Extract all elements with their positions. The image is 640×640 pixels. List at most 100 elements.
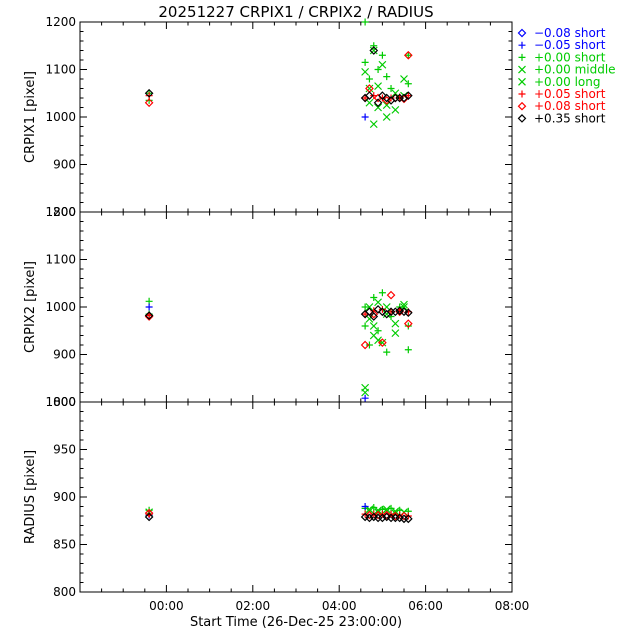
- data-point: [374, 66, 382, 73]
- y-tick-label: 900: [53, 348, 76, 362]
- data-point: [365, 98, 374, 107]
- data-point: [374, 103, 383, 112]
- series--0-00-middle: [361, 298, 408, 397]
- data-point: [374, 327, 382, 335]
- data-point: [378, 513, 387, 523]
- y-tick-label: 800: [53, 585, 76, 599]
- data-point: [144, 508, 154, 518]
- data-point: [404, 346, 412, 354]
- data-point: [361, 67, 370, 76]
- panel-3: 800 850 900 950 1000 RADIUS [pixel]: [23, 395, 513, 599]
- legend-symbol: [518, 77, 526, 86]
- legend-label: −0.08 short: [534, 26, 606, 40]
- data-point: [370, 294, 378, 301]
- data-point: [144, 88, 154, 98]
- y-tick-label: 1100: [45, 253, 76, 267]
- data-point: [373, 305, 383, 314]
- legend-symbol: [518, 53, 526, 61]
- data-point: [374, 506, 383, 515]
- legend-item: +0.08 short: [517, 99, 606, 113]
- data-point: [365, 303, 374, 311]
- data-point: [391, 89, 400, 98]
- data-point: [361, 303, 369, 311]
- legend-item: −0.08 short: [517, 26, 606, 40]
- data-point: [365, 510, 374, 520]
- x-axis-label: Start Time (26-Dec-25 23:00:00): [190, 615, 402, 630]
- y-tick-label: 1000: [45, 110, 76, 124]
- legend-symbol: [518, 90, 526, 98]
- data-point: [365, 314, 374, 323]
- data-point: [404, 322, 412, 330]
- data-point: [391, 105, 400, 114]
- data-point: [373, 510, 383, 520]
- legend-label: +0.35 short: [534, 111, 606, 125]
- data-point: [382, 93, 392, 103]
- data-point: [403, 91, 413, 100]
- data-point: [374, 82, 383, 91]
- data-point: [386, 290, 396, 300]
- data-point: [144, 311, 154, 320]
- legend-label: +0.05 short: [534, 87, 606, 101]
- data-point: [383, 73, 391, 81]
- data-point: [365, 307, 374, 317]
- legend-item: +0.00 long: [518, 75, 601, 89]
- data-point: [361, 388, 370, 397]
- data-point: [391, 329, 400, 338]
- data-point: [403, 50, 413, 60]
- y-tick-label: 1000: [45, 395, 76, 409]
- x-tick-labels: 00:00 02:00 04:00 06:00 08:00: [149, 599, 529, 613]
- series--0-00-short: [145, 289, 412, 356]
- legend-label: −0.05 short: [534, 38, 606, 52]
- data-point: [404, 51, 412, 59]
- legend-item: +0.00 middle: [518, 63, 616, 77]
- legend-item: +0.05 short: [518, 87, 606, 101]
- data-point: [365, 513, 374, 523]
- y-tick-label: 850: [53, 538, 76, 552]
- data-point: [361, 58, 369, 66]
- data-point: [369, 120, 378, 129]
- legend-symbol: [518, 65, 526, 74]
- y-tick-label: 900: [53, 490, 76, 504]
- y-tick-label: 1100: [45, 63, 76, 77]
- data-point: [387, 85, 395, 92]
- x-tick-label: 00:00: [149, 599, 184, 613]
- series--0-35-short: [144, 512, 413, 524]
- data-point: [400, 75, 408, 83]
- data-point: [365, 91, 374, 100]
- y-axis-label: CRPIX2 [pixel]: [23, 261, 38, 353]
- data-point: [378, 289, 386, 297]
- data-point: [378, 51, 386, 59]
- data-point: [360, 340, 370, 350]
- panel-1: 800 900 1000 1100 1200 CRPIX1 [pixel]: [23, 15, 513, 219]
- data-point: [403, 514, 413, 524]
- y-axis-label: CRPIX1 [pixel]: [23, 71, 38, 163]
- series--0-08-short: [144, 290, 413, 350]
- data-point: [404, 80, 412, 88]
- chart-title: 20251227 CRPIX1 / CRPIX2 / RADIUS: [158, 3, 433, 21]
- data-point: [361, 503, 369, 510]
- data-point: [361, 94, 369, 102]
- x-tick-label: 06:00: [408, 599, 443, 613]
- x-tick-label: 08:00: [495, 599, 530, 613]
- data-point: [144, 312, 154, 321]
- legend-label: +0.00 short: [534, 50, 606, 64]
- data-point: [391, 511, 400, 521]
- data-point: [361, 18, 369, 26]
- data-point: [382, 510, 392, 520]
- legend: −0.08 short−0.05 short+0.00 short+0.00 m…: [517, 26, 616, 125]
- y-tick-label: 800: [53, 205, 76, 219]
- data-point: [378, 338, 387, 347]
- data-point: [382, 101, 391, 110]
- data-point: [382, 505, 391, 514]
- data-point: [399, 511, 409, 521]
- y-tick-label: 1000: [45, 300, 76, 314]
- data-point: [378, 307, 387, 317]
- series--0-35-short: [144, 305, 413, 321]
- legend-label: +0.08 short: [534, 99, 606, 113]
- plot-frame: [79, 211, 513, 403]
- series--0-00-middle: [361, 46, 408, 121]
- plot-frame: [79, 401, 513, 593]
- y-tick-label: 950: [53, 443, 76, 457]
- data-point: [400, 300, 408, 309]
